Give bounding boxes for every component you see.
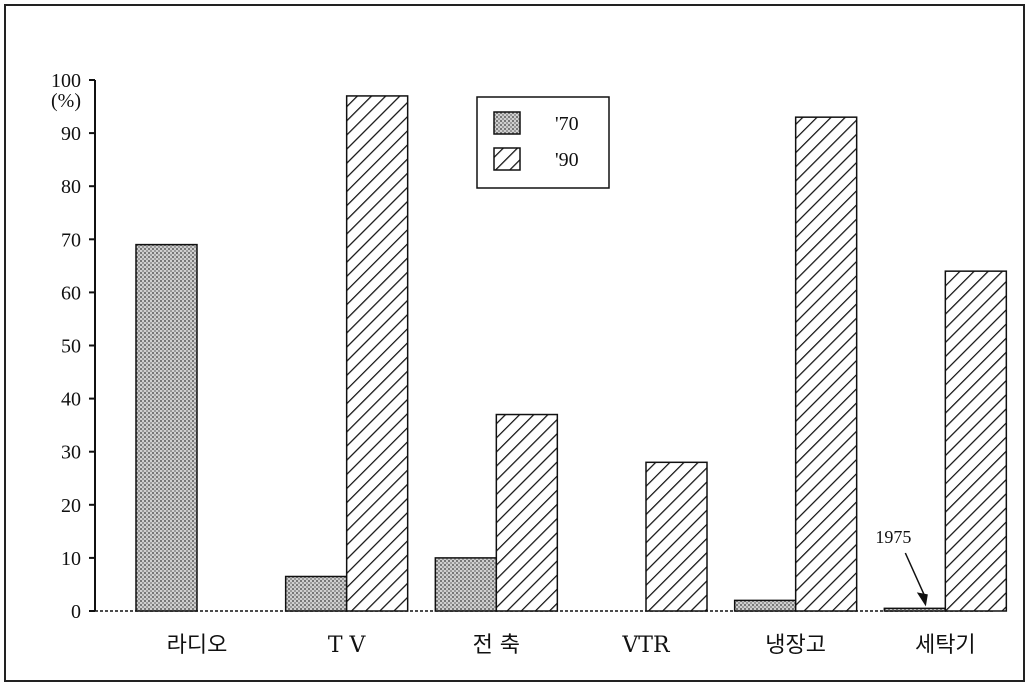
x-category-label: 세탁기 — [915, 633, 976, 658]
bar-70-1 — [284, 575, 348, 612]
y-tick-label: 70 — [61, 229, 81, 251]
x-category-label: T V — [328, 633, 367, 658]
y-tick-label: 10 — [61, 548, 81, 570]
y-tick-label: 20 — [61, 495, 81, 517]
y-tick-label: 90 — [61, 123, 81, 145]
y-tick-label: 30 — [61, 442, 81, 464]
bar-70-4 — [733, 599, 797, 612]
bar-90-1 — [345, 95, 409, 612]
bar-90-3 — [645, 461, 708, 612]
annotation-arrow-line — [904, 552, 926, 597]
legend-swatch-1 — [493, 147, 521, 171]
legend-swatch-0 — [493, 111, 521, 135]
bar-70-5 — [883, 607, 947, 612]
y-tick-label: 50 — [61, 336, 81, 358]
bar-90-4 — [794, 116, 858, 612]
y-tick-label: 40 — [61, 389, 81, 411]
annotation-label: 1975 — [875, 527, 911, 547]
bar-70-0 — [135, 243, 198, 612]
y-tick-label: 0 — [71, 601, 81, 623]
y-unit-label: (%) — [51, 90, 81, 112]
annotation-arrow-head — [916, 592, 928, 607]
legend-label-1: '90 — [555, 149, 579, 171]
y-tick-label: 100 — [51, 70, 81, 92]
bar-70-2 — [434, 557, 498, 612]
x-category-label: 전 축 — [473, 633, 520, 658]
y-tick-label: 80 — [61, 176, 81, 198]
legend-box — [476, 96, 610, 189]
bar-90-5 — [944, 270, 1008, 612]
legend-label-0: '70 — [555, 113, 579, 135]
x-category-label: 냉장고 — [765, 633, 826, 658]
bar-90-2 — [495, 413, 559, 612]
x-category-label: VTR — [621, 633, 671, 658]
y-tick-label: 60 — [61, 282, 81, 304]
x-category-label: 라디오 — [167, 633, 228, 658]
